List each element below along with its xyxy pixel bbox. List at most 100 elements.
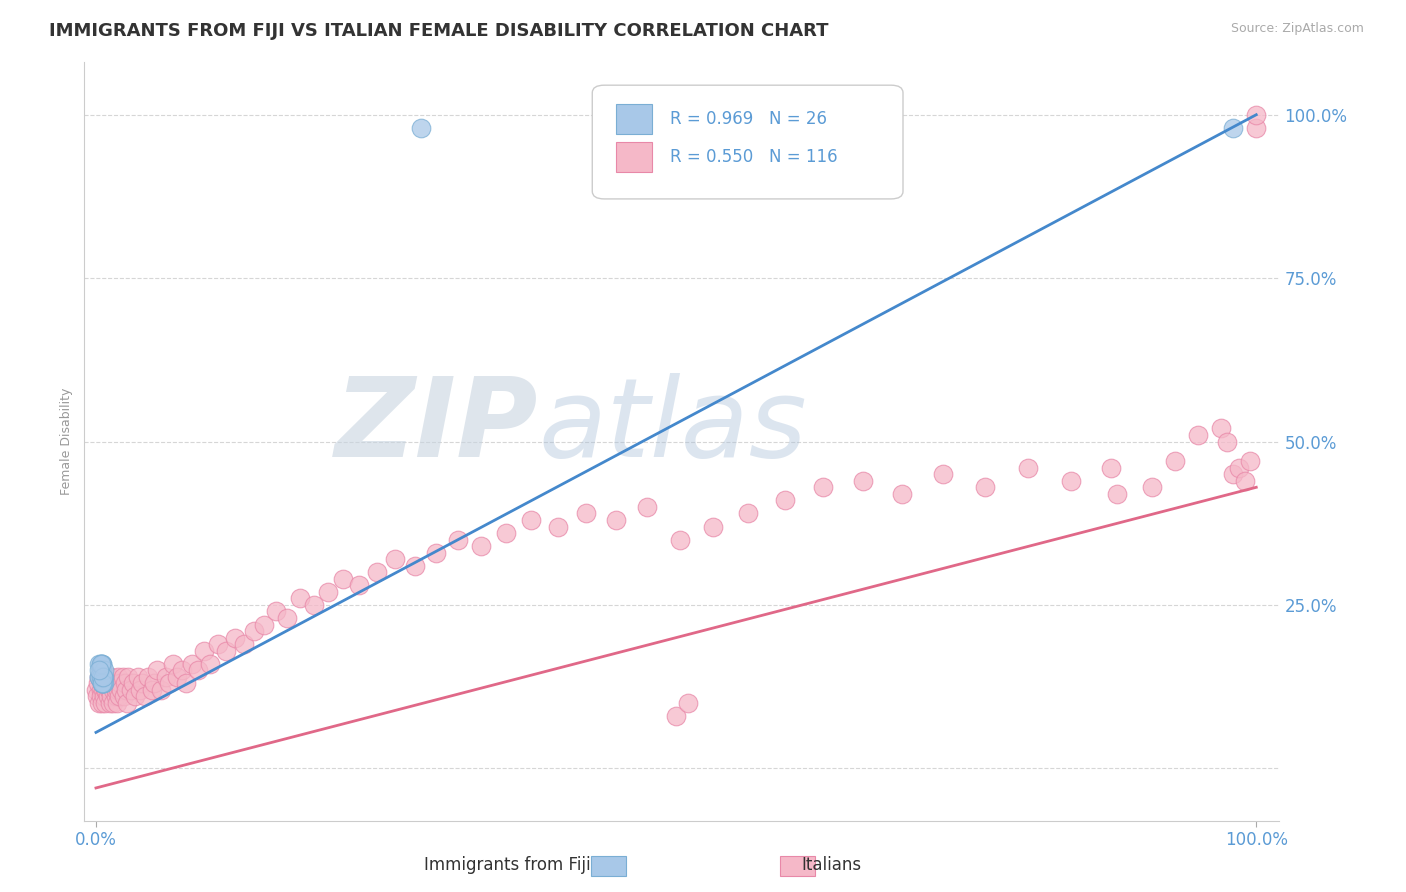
Point: [409, 120, 432, 135]
Point: [96, 676, 118, 690]
Point: [973, 480, 995, 494]
Point: [520, 513, 543, 527]
Point: [96, 682, 118, 697]
Point: [1222, 120, 1244, 135]
Point: [1187, 428, 1209, 442]
Point: [97, 690, 120, 704]
Point: [93, 670, 115, 684]
Point: [141, 682, 163, 697]
Point: [129, 682, 152, 697]
Point: [89, 670, 111, 684]
Point: [181, 657, 204, 671]
Point: [366, 566, 388, 580]
Point: [157, 676, 180, 690]
Point: [813, 480, 835, 494]
Text: IMMIGRANTS FROM FIJI VS ITALIAN FEMALE DISABILITY CORRELATION CHART: IMMIGRANTS FROM FIJI VS ITALIAN FEMALE D…: [49, 22, 828, 40]
Point: [91, 670, 114, 684]
Point: [115, 682, 138, 697]
Point: [111, 670, 134, 684]
Point: [90, 676, 112, 690]
Point: [264, 605, 287, 619]
Point: [107, 682, 129, 697]
Point: [100, 690, 122, 704]
Point: [932, 467, 955, 482]
Point: [89, 670, 111, 684]
Point: [104, 682, 127, 697]
Point: [193, 643, 215, 657]
Point: [114, 676, 136, 690]
Point: [94, 696, 117, 710]
Point: [112, 690, 135, 704]
Y-axis label: Female Disability: Female Disability: [60, 388, 73, 495]
Point: [91, 676, 114, 690]
Bar: [616, 142, 652, 172]
Point: [103, 682, 125, 697]
Point: [90, 663, 112, 677]
Point: [101, 676, 124, 690]
Point: [93, 690, 115, 704]
Point: [1140, 480, 1163, 494]
Point: [702, 519, 724, 533]
Point: [103, 696, 125, 710]
Point: [124, 690, 146, 704]
Point: [170, 663, 193, 677]
Point: [120, 682, 142, 697]
Point: [91, 670, 114, 684]
Bar: [780, 856, 815, 876]
Point: [425, 546, 447, 560]
Point: [89, 663, 111, 677]
Point: [110, 676, 132, 690]
Point: [404, 558, 426, 573]
Bar: [616, 104, 652, 135]
Bar: [591, 856, 626, 876]
Point: [636, 500, 658, 514]
Point: [470, 539, 492, 553]
Point: [242, 624, 264, 639]
Point: [1164, 454, 1187, 468]
Point: [575, 507, 598, 521]
Point: [1059, 474, 1081, 488]
Point: [134, 690, 156, 704]
Point: [1017, 460, 1039, 475]
Point: [87, 676, 110, 690]
Point: [90, 657, 112, 671]
Point: [90, 657, 112, 671]
Point: [176, 676, 198, 690]
Point: [90, 676, 112, 690]
Point: [668, 533, 690, 547]
Point: [105, 696, 128, 710]
Point: [276, 611, 298, 625]
Text: Italians: Italians: [801, 856, 862, 874]
Point: [187, 663, 209, 677]
Point: [665, 709, 688, 723]
Text: Source: ZipAtlas.com: Source: ZipAtlas.com: [1230, 22, 1364, 36]
Point: [93, 676, 115, 690]
Point: [122, 676, 145, 690]
Point: [676, 696, 699, 710]
Point: [1233, 474, 1256, 488]
Point: [97, 676, 120, 690]
Point: [155, 670, 177, 684]
Point: [233, 637, 256, 651]
Point: [93, 676, 115, 690]
Point: [149, 682, 172, 697]
Point: [98, 696, 121, 710]
FancyBboxPatch shape: [592, 85, 903, 199]
Point: [89, 657, 111, 671]
Point: [97, 670, 120, 684]
Point: [215, 643, 238, 657]
Point: [89, 670, 111, 684]
Text: ZIP: ZIP: [335, 373, 538, 480]
Point: [1244, 108, 1267, 122]
Point: [1099, 460, 1122, 475]
Point: [84, 682, 107, 697]
Point: [94, 682, 117, 697]
Point: [1211, 421, 1233, 435]
Point: [91, 670, 114, 684]
Point: [891, 487, 914, 501]
Point: [224, 631, 246, 645]
Point: [91, 682, 114, 697]
Point: [104, 690, 127, 704]
Point: [100, 670, 122, 684]
Text: atlas: atlas: [538, 373, 807, 480]
